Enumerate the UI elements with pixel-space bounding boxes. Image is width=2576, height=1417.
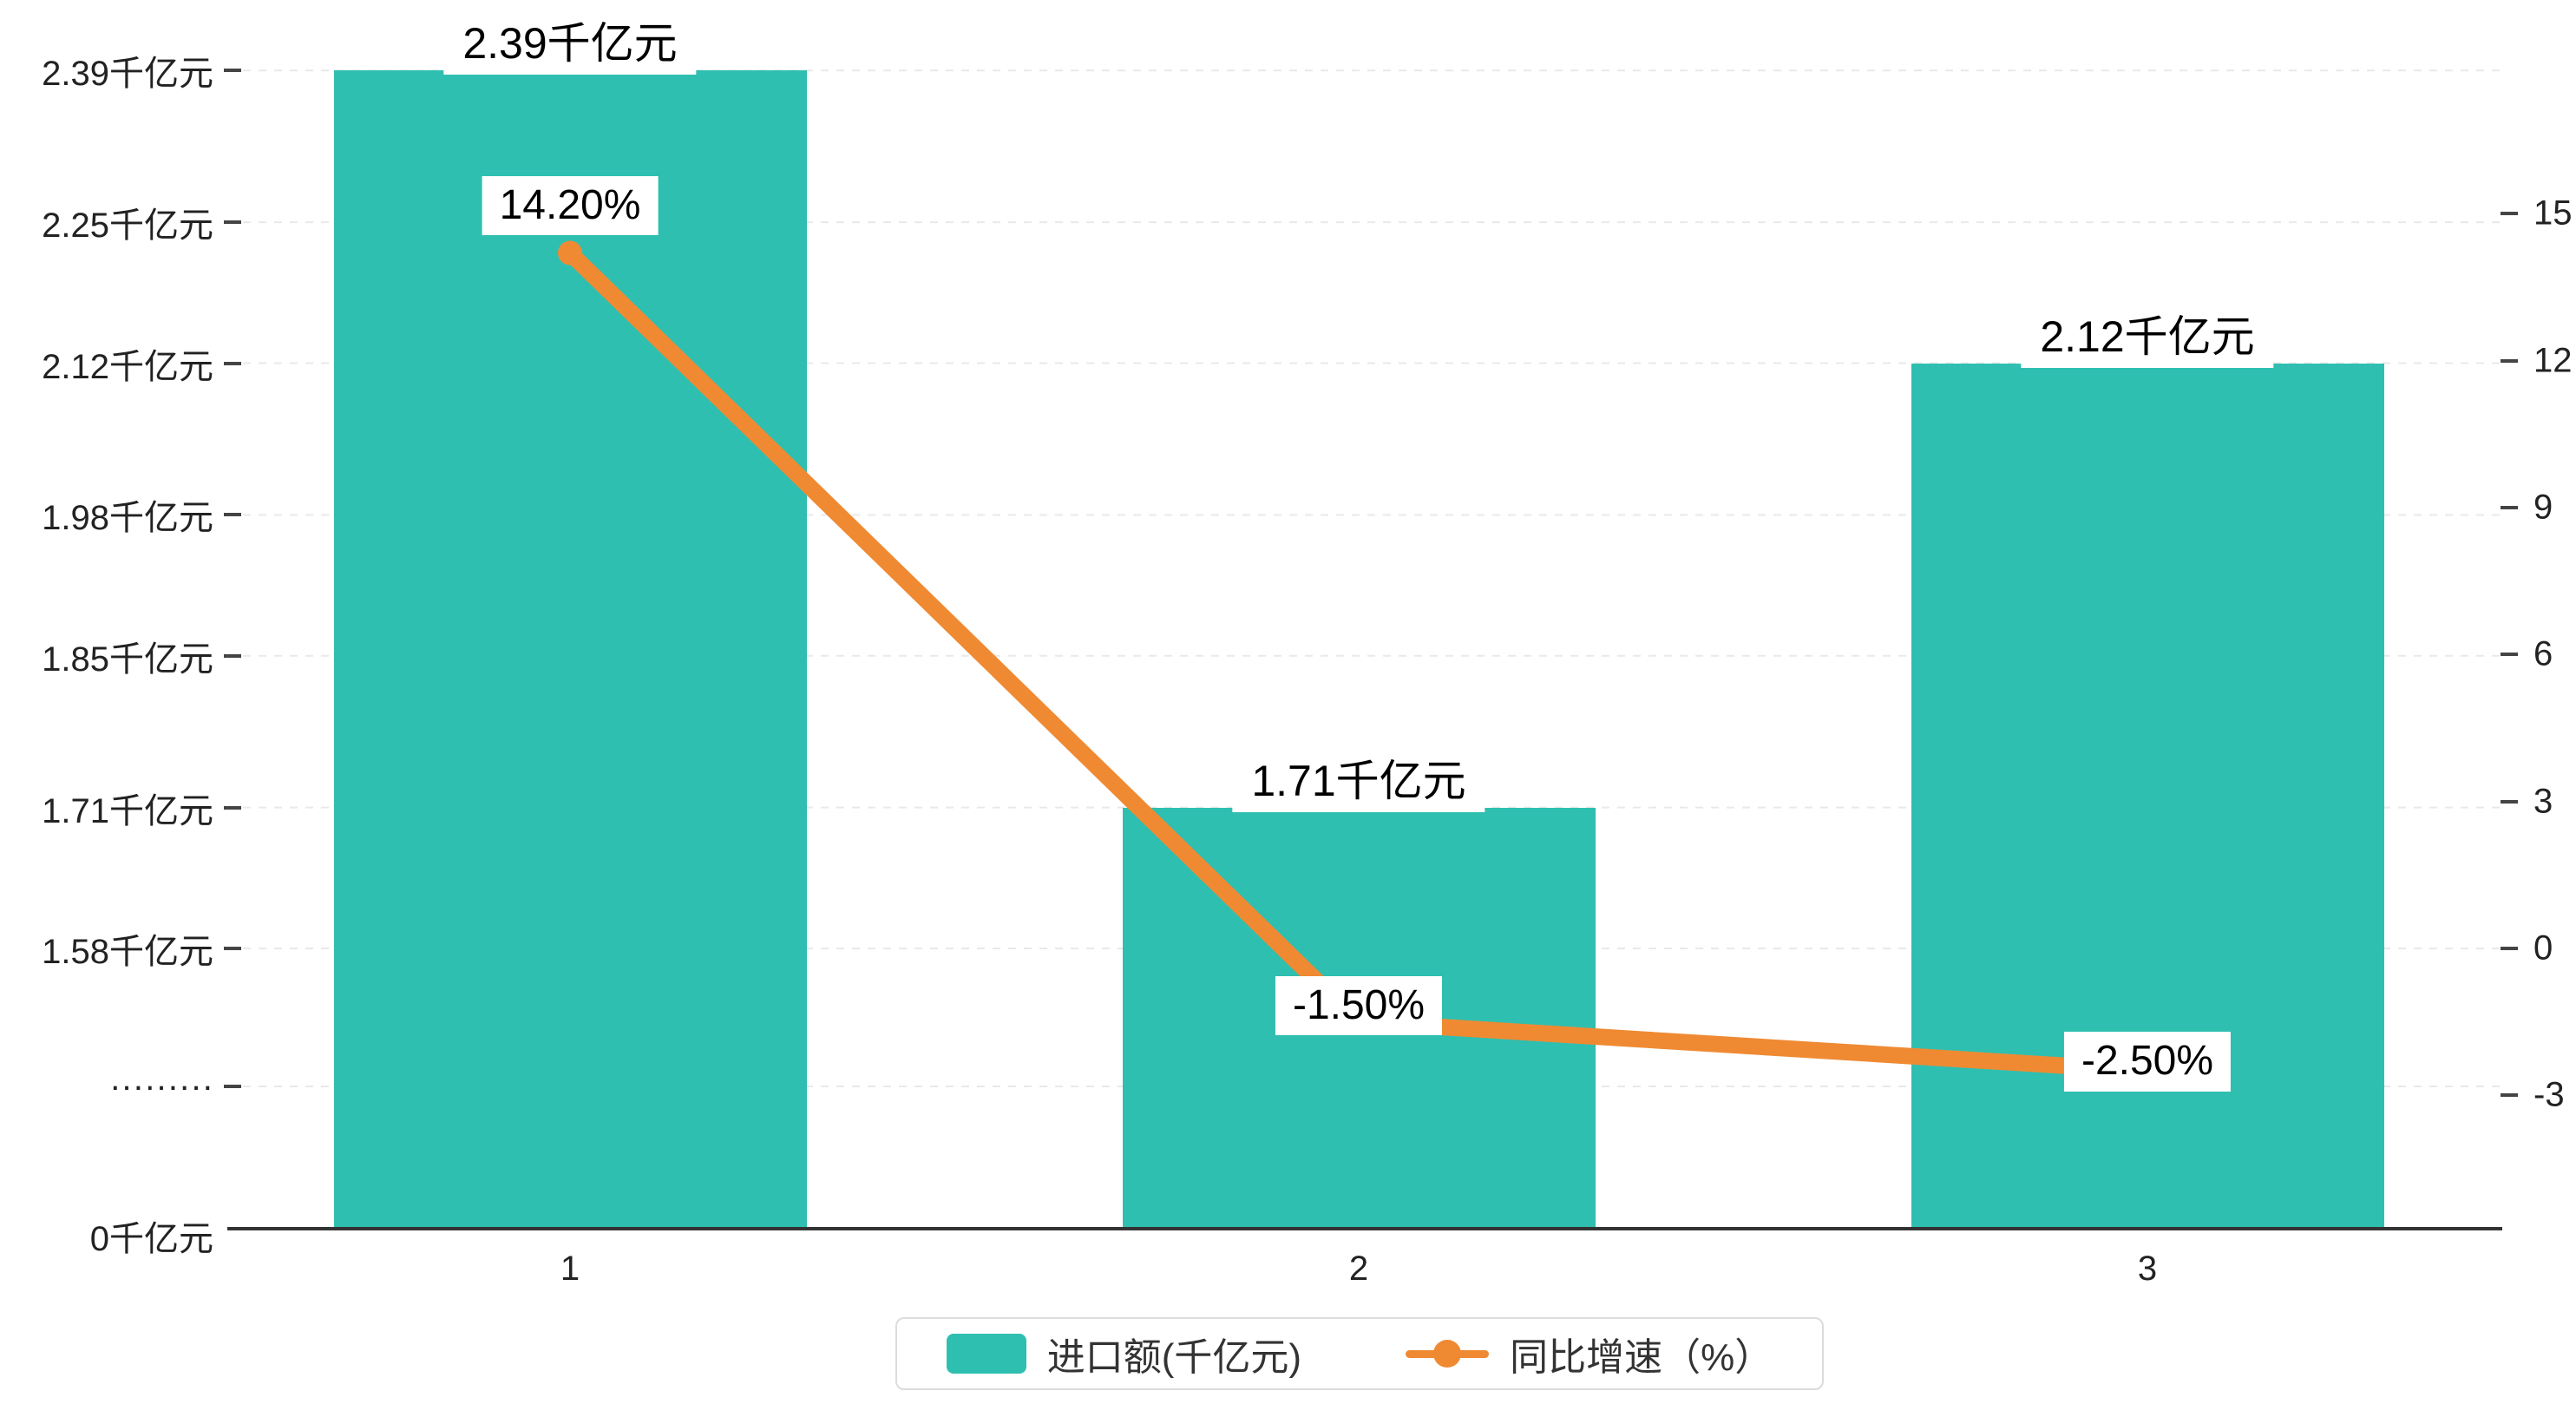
- legend-line-dot: [1433, 1340, 1462, 1368]
- left-tick-mark: [224, 805, 241, 810]
- x-axis-line: [227, 1227, 2502, 1230]
- right-tick-mark: [2501, 799, 2518, 804]
- bar-series-swatch-icon: [946, 1334, 1026, 1374]
- right-axis-tick-6: -3: [2533, 1075, 2565, 1114]
- x-axis-label-1: 1: [560, 1250, 580, 1288]
- right-axis-tick-1: 12: [2533, 341, 2573, 380]
- right-axis-tick-3: 6: [2533, 634, 2553, 673]
- right-axis-tick-2: 9: [2533, 488, 2553, 527]
- legend-item-import-amount[interactable]: 进口额(千亿元): [946, 1326, 1302, 1381]
- right-axis-tick-5: 0: [2533, 928, 2553, 968]
- line-value-label-3: -2.50%: [2063, 1032, 2232, 1092]
- left-axis-tick-0: 2.39千亿元: [42, 55, 213, 94]
- left-axis-zero-label: 0千亿元: [89, 1220, 213, 1258]
- right-tick-mark: [2501, 1093, 2518, 1098]
- bar-value-label-1: 2.39千亿元: [443, 13, 697, 75]
- left-tick-mark: [224, 653, 241, 658]
- left-tick-mark: [224, 947, 241, 950]
- legend-item-growth-rate[interactable]: 同比增速（%）: [1406, 1326, 1773, 1381]
- bar-value-label-3: 2.12千亿元: [2021, 305, 2274, 368]
- right-tick-mark: [2501, 212, 2518, 216]
- legend-label-bar: 进口额(千亿元): [1046, 1336, 1302, 1379]
- bar-value-label-2: 1.71千亿元: [1232, 750, 1485, 812]
- x-axis-label-2: 2: [1348, 1250, 1369, 1288]
- left-axis-tick-2: 2.12千亿元: [42, 347, 213, 386]
- left-axis-tick-5: 1.71千亿元: [42, 791, 213, 830]
- left-tick-mark: [224, 513, 241, 517]
- left-tick-mark: [224, 69, 241, 73]
- line-point-1[interactable]: [558, 240, 582, 266]
- x-axis-label-3: 3: [2137, 1250, 2158, 1288]
- left-axis-break: ·········: [109, 1066, 213, 1105]
- right-tick-mark: [2501, 358, 2518, 363]
- right-tick-mark: [2501, 506, 2518, 510]
- line-value-label-1: 14.20%: [482, 175, 659, 236]
- right-axis-tick-0: 15: [2533, 194, 2573, 233]
- left-tick-mark: [224, 220, 241, 225]
- legend-label-line: 同比增速（%）: [1510, 1336, 1773, 1379]
- left-axis-tick-1: 2.25千亿元: [42, 207, 213, 246]
- left-tick-mark: [224, 361, 241, 365]
- right-axis-tick-4: 3: [2533, 782, 2553, 821]
- right-tick-mark: [2501, 947, 2518, 950]
- right-tick-mark: [2501, 653, 2518, 657]
- left-axis-tick-4: 1.85千亿元: [42, 640, 213, 679]
- left-tick-mark: [224, 1085, 241, 1088]
- growth-rate-line[interactable]: [561, 245, 2156, 1079]
- line-value-label-2: -1.50%: [1275, 975, 1443, 1036]
- left-axis-tick-3: 1.98千亿元: [42, 499, 213, 538]
- legend: 进口额(千亿元) 同比增速（%）: [895, 1317, 1824, 1390]
- left-axis-tick-6: 1.58千亿元: [42, 933, 213, 971]
- line-series-marker-icon: [1406, 1334, 1490, 1374]
